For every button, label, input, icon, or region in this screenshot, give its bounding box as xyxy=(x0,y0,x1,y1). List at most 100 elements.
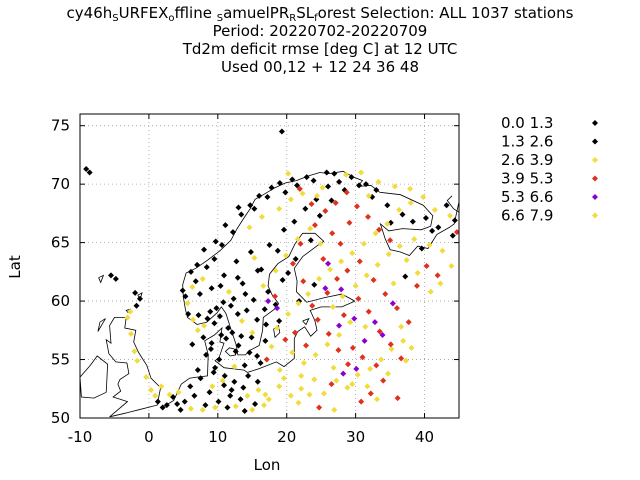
point-s4-5 xyxy=(371,319,378,326)
point-s3-6 xyxy=(344,267,351,274)
point-s2-75 xyxy=(225,288,232,295)
point-s0-3 xyxy=(136,295,143,302)
point-s4-6 xyxy=(379,331,386,338)
point-s2-0 xyxy=(124,314,131,321)
point-s2-68 xyxy=(447,212,454,219)
point-s2-71 xyxy=(190,316,197,323)
point-s2-46 xyxy=(396,206,403,213)
point-s1-52 xyxy=(362,181,369,188)
scatter-points xyxy=(83,128,459,414)
point-s3-46 xyxy=(349,344,356,351)
point-s3-53 xyxy=(356,258,363,265)
point-s3-9 xyxy=(376,328,383,335)
point-s0-18 xyxy=(323,169,330,176)
point-s0-7 xyxy=(201,246,208,253)
xtick-label-3: 20 xyxy=(277,428,296,446)
point-s3-30 xyxy=(346,219,353,226)
xtick-label-0: -10 xyxy=(68,428,93,446)
point-s2-65 xyxy=(407,185,414,192)
point-s5-4 xyxy=(295,399,302,406)
title-part-0: cy46h xyxy=(66,4,113,22)
x-axis-label: Lon xyxy=(254,456,281,474)
axis-ticks: -10 0 10 20 30 40 50 55 60 65 70 75 xyxy=(51,114,459,446)
point-s0-50 xyxy=(292,255,299,262)
point-s3-8 xyxy=(365,308,372,315)
point-s2-40 xyxy=(327,266,334,273)
point-s1-44 xyxy=(266,241,273,248)
point-s0-32 xyxy=(212,364,219,371)
point-s2-85 xyxy=(363,272,370,279)
point-s2-81 xyxy=(175,389,182,396)
point-s3-15 xyxy=(345,361,352,368)
grid-lines xyxy=(79,114,459,419)
point-s1-36 xyxy=(177,406,184,413)
point-s0-39 xyxy=(215,398,222,405)
point-s3-19 xyxy=(300,278,307,285)
point-s0-10 xyxy=(229,229,236,236)
point-s1-5 xyxy=(203,264,210,271)
point-s0-2 xyxy=(132,289,139,296)
point-s3-42 xyxy=(434,272,441,279)
point-s2-51 xyxy=(283,252,290,259)
point-s3-44 xyxy=(272,293,279,300)
point-s1-15 xyxy=(195,312,202,319)
point-s3-41 xyxy=(423,263,430,269)
point-s0-15 xyxy=(276,179,283,186)
point-s1-53 xyxy=(373,187,380,193)
point-s2-35 xyxy=(274,324,281,331)
point-s3-45 xyxy=(263,356,270,363)
point-s0-58 xyxy=(443,202,450,209)
legend-marker-2 xyxy=(592,157,598,163)
point-s3-51 xyxy=(328,381,335,388)
point-s3-31 xyxy=(329,230,336,237)
point-s1-56 xyxy=(409,218,416,225)
xtick-label-2: 10 xyxy=(208,428,227,446)
point-s2-9 xyxy=(212,404,219,411)
y-axis-label: Lat xyxy=(6,255,24,279)
point-s2-58 xyxy=(287,196,294,203)
point-s3-38 xyxy=(393,305,400,312)
point-s3-7 xyxy=(355,295,362,302)
point-s1-62 xyxy=(196,291,203,298)
point-s1-40 xyxy=(254,378,261,385)
coastline-6 xyxy=(446,195,459,213)
point-s3-23 xyxy=(322,208,329,215)
point-s2-7 xyxy=(187,405,194,412)
point-s1-10 xyxy=(264,194,271,201)
point-s2-83 xyxy=(339,293,346,300)
point-s2-15 xyxy=(287,392,294,399)
point-s1-45 xyxy=(280,226,287,233)
point-s2-27 xyxy=(347,319,354,326)
title-part-10: orest Selection: ALL 1037 stations xyxy=(317,4,574,22)
point-s5-0 xyxy=(127,308,134,315)
point-s1-57 xyxy=(422,215,429,222)
point-s1-55 xyxy=(399,211,406,218)
point-s0-71 xyxy=(262,337,269,344)
point-s1-29 xyxy=(202,402,209,409)
point-s2-26 xyxy=(362,323,369,330)
coastline-map xyxy=(80,170,459,418)
point-s2-47 xyxy=(407,199,414,206)
legend-marker-5 xyxy=(592,212,598,219)
point-s1-39 xyxy=(252,400,259,407)
point-s2-72 xyxy=(184,300,191,307)
legend-marker-0 xyxy=(592,120,598,126)
point-s0-25 xyxy=(254,316,261,323)
point-s2-86 xyxy=(374,261,381,268)
point-s2-8 xyxy=(199,406,206,413)
legend-label-2: 2.6 3.9 xyxy=(501,151,553,169)
coastline-2 xyxy=(165,300,356,406)
point-s1-54 xyxy=(384,202,391,209)
title-part-2: URFEX xyxy=(118,4,169,22)
point-s0-74 xyxy=(311,281,318,288)
point-s1-20 xyxy=(250,296,257,303)
point-s2-39 xyxy=(316,275,323,282)
point-s3-29 xyxy=(387,237,394,244)
point-s0-61 xyxy=(418,245,425,252)
point-s5-13 xyxy=(398,323,405,330)
point-s2-36 xyxy=(285,310,292,317)
point-s2-52 xyxy=(272,267,279,274)
coastline-5 xyxy=(182,170,459,325)
coastline-0 xyxy=(105,317,162,418)
point-s0-44 xyxy=(163,402,170,409)
